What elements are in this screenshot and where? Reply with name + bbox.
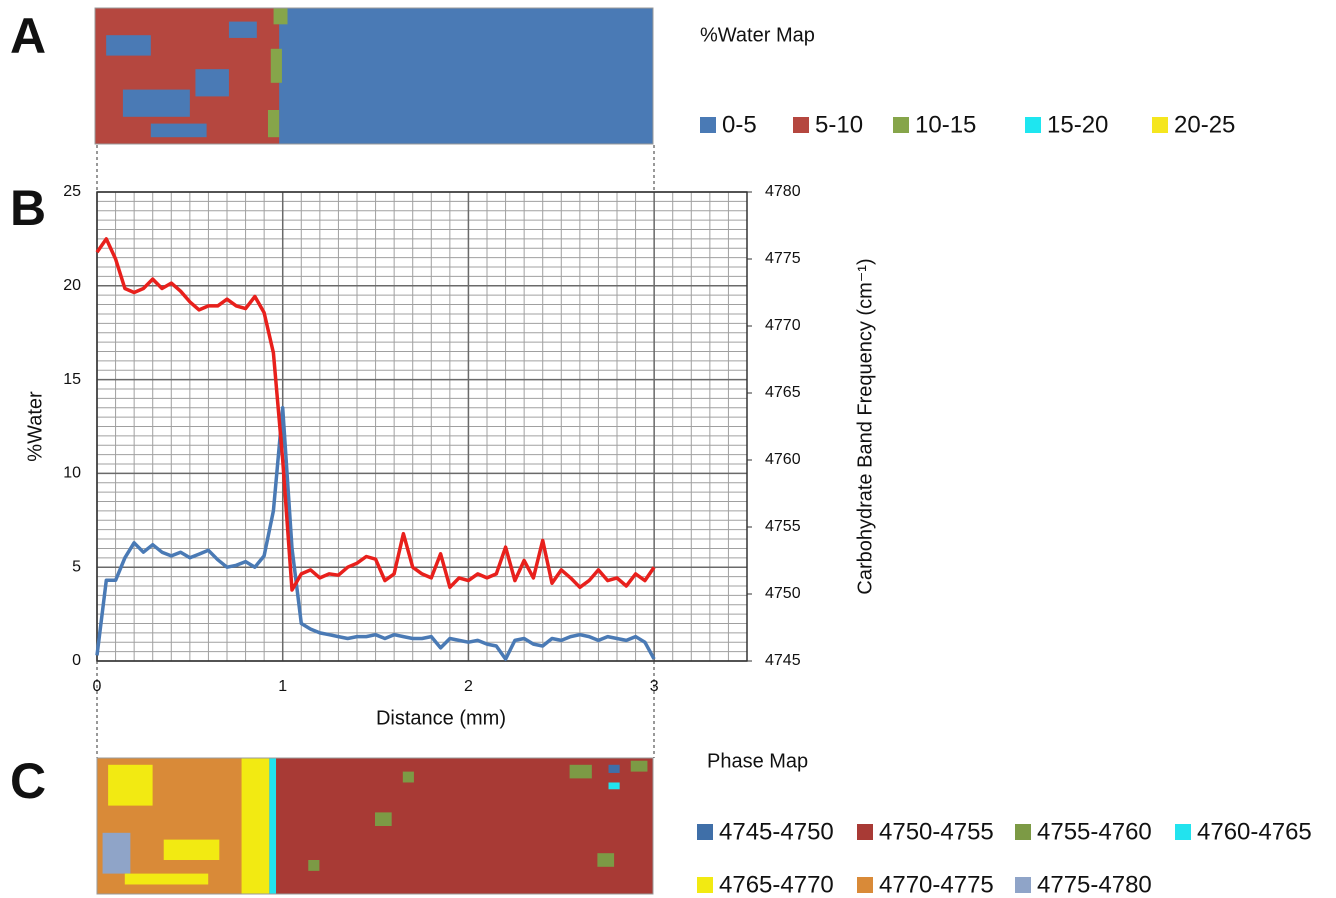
map-region: [242, 758, 270, 894]
map-region: [597, 853, 614, 867]
legend-title: Phase Map: [707, 750, 808, 772]
legend-label: 15-20: [1047, 111, 1108, 138]
legend-label: 4750-4755: [879, 818, 994, 845]
y2-tick-label: 4780: [765, 183, 801, 200]
map-region: [151, 124, 207, 138]
y2-tick-label: 4745: [765, 652, 801, 669]
map-region: [123, 90, 190, 117]
map-region: [229, 22, 257, 38]
legend-swatch: [1175, 824, 1191, 840]
y-tick-label: 0: [72, 652, 81, 669]
map-region: [570, 765, 592, 779]
x-tick-label: 3: [650, 678, 659, 695]
x-tick-label: 2: [464, 678, 473, 695]
map-region: [403, 772, 414, 783]
x-axis-title: Distance (mm): [376, 707, 506, 729]
legend-label: 10-15: [915, 111, 976, 138]
legend-label: 4770-4775: [879, 871, 994, 898]
map-region: [125, 874, 208, 885]
legend-swatch: [857, 877, 873, 893]
legend-swatch: [1015, 877, 1031, 893]
panel-label: B: [10, 180, 46, 236]
y-tick-label: 5: [72, 558, 81, 575]
y2-axis-title: Carbohydrate Band Frequency (cm⁻¹): [854, 258, 876, 594]
y-tick-label: 25: [63, 183, 81, 200]
legend-label: 4765-4770: [719, 871, 834, 898]
figure: A %Water Map 0-5 5-10 10-15 15-20 20-25 B 0 1 2 3 0 5…: [0, 0, 1336, 898]
y2-tick-label: 4770: [765, 317, 801, 334]
legend-label: 4755-4760: [1037, 818, 1152, 845]
map-region: [103, 833, 131, 874]
y-tick-label: 15: [63, 371, 81, 388]
x-tick-label: 1: [278, 678, 287, 695]
legend-label: 4745-4750: [719, 818, 834, 845]
panel-label: A: [10, 8, 46, 64]
map-region: [195, 69, 228, 96]
legend-label: 20-25: [1174, 111, 1235, 138]
legend-swatch: [893, 117, 909, 133]
legend-label: 5-10: [815, 111, 863, 138]
legend-title: %Water Map: [700, 24, 815, 46]
legend-swatch: [1025, 117, 1041, 133]
map-region: [274, 8, 288, 24]
y2-tick-label: 4760: [765, 451, 801, 468]
panel-label: C: [10, 753, 46, 809]
y2-tick-label: 4775: [765, 250, 801, 267]
x-tick-label: 0: [93, 678, 102, 695]
map-region: [375, 812, 392, 826]
y2-tick-label: 4755: [765, 518, 801, 535]
map-region: [269, 758, 276, 894]
map-region: [631, 761, 648, 772]
y-tick-label: 20: [63, 277, 81, 294]
map-region: [609, 782, 620, 789]
legend-label: 0-5: [722, 111, 757, 138]
map-region: [609, 765, 620, 773]
map-region: [108, 765, 152, 806]
legend-swatch: [1015, 824, 1031, 840]
map-image: [97, 758, 653, 894]
legend-swatch: [1152, 117, 1168, 133]
y2-tick-label: 4750: [765, 585, 801, 602]
legend-label: 4775-4780: [1037, 871, 1152, 898]
y-tick-label: 10: [63, 465, 81, 482]
legend-swatch: [697, 824, 713, 840]
legend-swatch: [697, 877, 713, 893]
map-image: [95, 8, 653, 144]
legend-swatch: [700, 117, 716, 133]
legend-swatch: [793, 117, 809, 133]
map-region: [308, 860, 319, 871]
legend-swatch: [857, 824, 873, 840]
map-region: [164, 840, 220, 860]
y-axis-title: %Water: [24, 391, 46, 462]
map-region: [106, 35, 151, 55]
legend-label: 4760-4765: [1197, 818, 1312, 845]
map-region: [268, 110, 279, 137]
map-region: [271, 49, 282, 83]
y2-tick-label: 4765: [765, 384, 801, 401]
